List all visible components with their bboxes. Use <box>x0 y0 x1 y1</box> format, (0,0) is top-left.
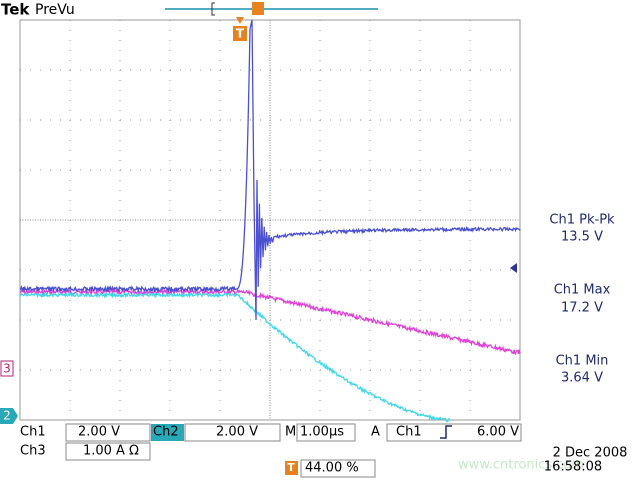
meas-value: 17.2 V <box>561 301 603 316</box>
ch1-box <box>65 423 151 442</box>
date: 2 Dec 2008 <box>553 446 628 461</box>
trigger-pos-icon-label: T <box>287 461 295 474</box>
ch1-label: Ch1 <box>20 425 46 440</box>
ch2-marker <box>0 408 18 424</box>
trigger-box <box>386 423 522 442</box>
ch1-scale: 2.00 V <box>78 425 120 440</box>
ch2-marker-label: 2 <box>3 409 11 423</box>
graticule <box>20 20 520 420</box>
trigger-position: 44.00 % <box>305 461 359 476</box>
ch3-box <box>65 442 151 461</box>
trigger-label: A <box>371 425 380 440</box>
ch3-scale: 1.00 A Ω <box>83 444 139 459</box>
trigger-pos-icon <box>285 461 298 475</box>
meas-label: Ch1 Min <box>556 354 609 369</box>
time: 16:58:08 <box>544 460 602 475</box>
ch1-trace <box>19 19 521 321</box>
trigger-arrow <box>236 17 244 24</box>
ch2-scale: 2.00 V <box>216 425 258 440</box>
ch3-marker-label: 3 <box>3 362 11 376</box>
meas-value: 13.5 V <box>561 230 603 245</box>
trigger-marker <box>233 26 247 41</box>
time-box <box>296 423 356 442</box>
meas-label: Ch1 Pk-Pk <box>549 213 615 228</box>
trigger-marker-label: T <box>236 27 245 41</box>
ch1-level-marker <box>510 263 517 273</box>
meas-label: Ch1 Max <box>554 283 611 298</box>
trigger-pos-box <box>300 459 376 478</box>
trigger-level: 6.00 V <box>477 425 519 440</box>
watermark: www.cntronics.com <box>458 458 584 473</box>
ch3-label: Ch3 <box>20 444 46 459</box>
trigger-top-marker <box>252 2 264 15</box>
brand: Tek <box>1 1 30 19</box>
waveforms <box>19 19 521 423</box>
ch3-marker <box>0 360 14 377</box>
ch2-trace <box>19 291 451 423</box>
graticule-border <box>19 19 521 421</box>
meas-value: 3.64 V <box>561 371 603 386</box>
mode: PreVu <box>35 2 75 18</box>
time-scale: 1.00µs <box>300 425 344 440</box>
trigger-source: Ch1 <box>396 425 422 440</box>
ch2-label: Ch2 <box>153 425 179 440</box>
ch3-trace <box>19 287 521 356</box>
ch2-highlight <box>151 424 184 441</box>
time-label: M <box>285 425 296 440</box>
edge-symbol <box>440 425 452 439</box>
view-bracket <box>211 2 215 16</box>
ch2-box <box>184 423 281 442</box>
